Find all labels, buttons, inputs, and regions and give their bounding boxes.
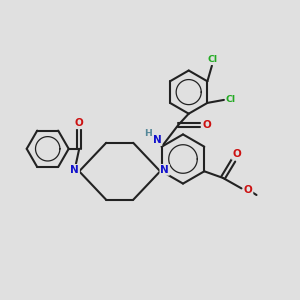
- Text: N: N: [70, 165, 79, 175]
- Text: H: H: [144, 129, 152, 138]
- Text: O: O: [244, 185, 253, 195]
- Text: N: N: [160, 165, 169, 175]
- Text: O: O: [232, 149, 241, 159]
- Text: Cl: Cl: [226, 95, 236, 104]
- Text: O: O: [75, 118, 84, 128]
- Text: N: N: [153, 135, 162, 145]
- Text: Cl: Cl: [208, 55, 218, 64]
- Text: O: O: [202, 120, 211, 130]
